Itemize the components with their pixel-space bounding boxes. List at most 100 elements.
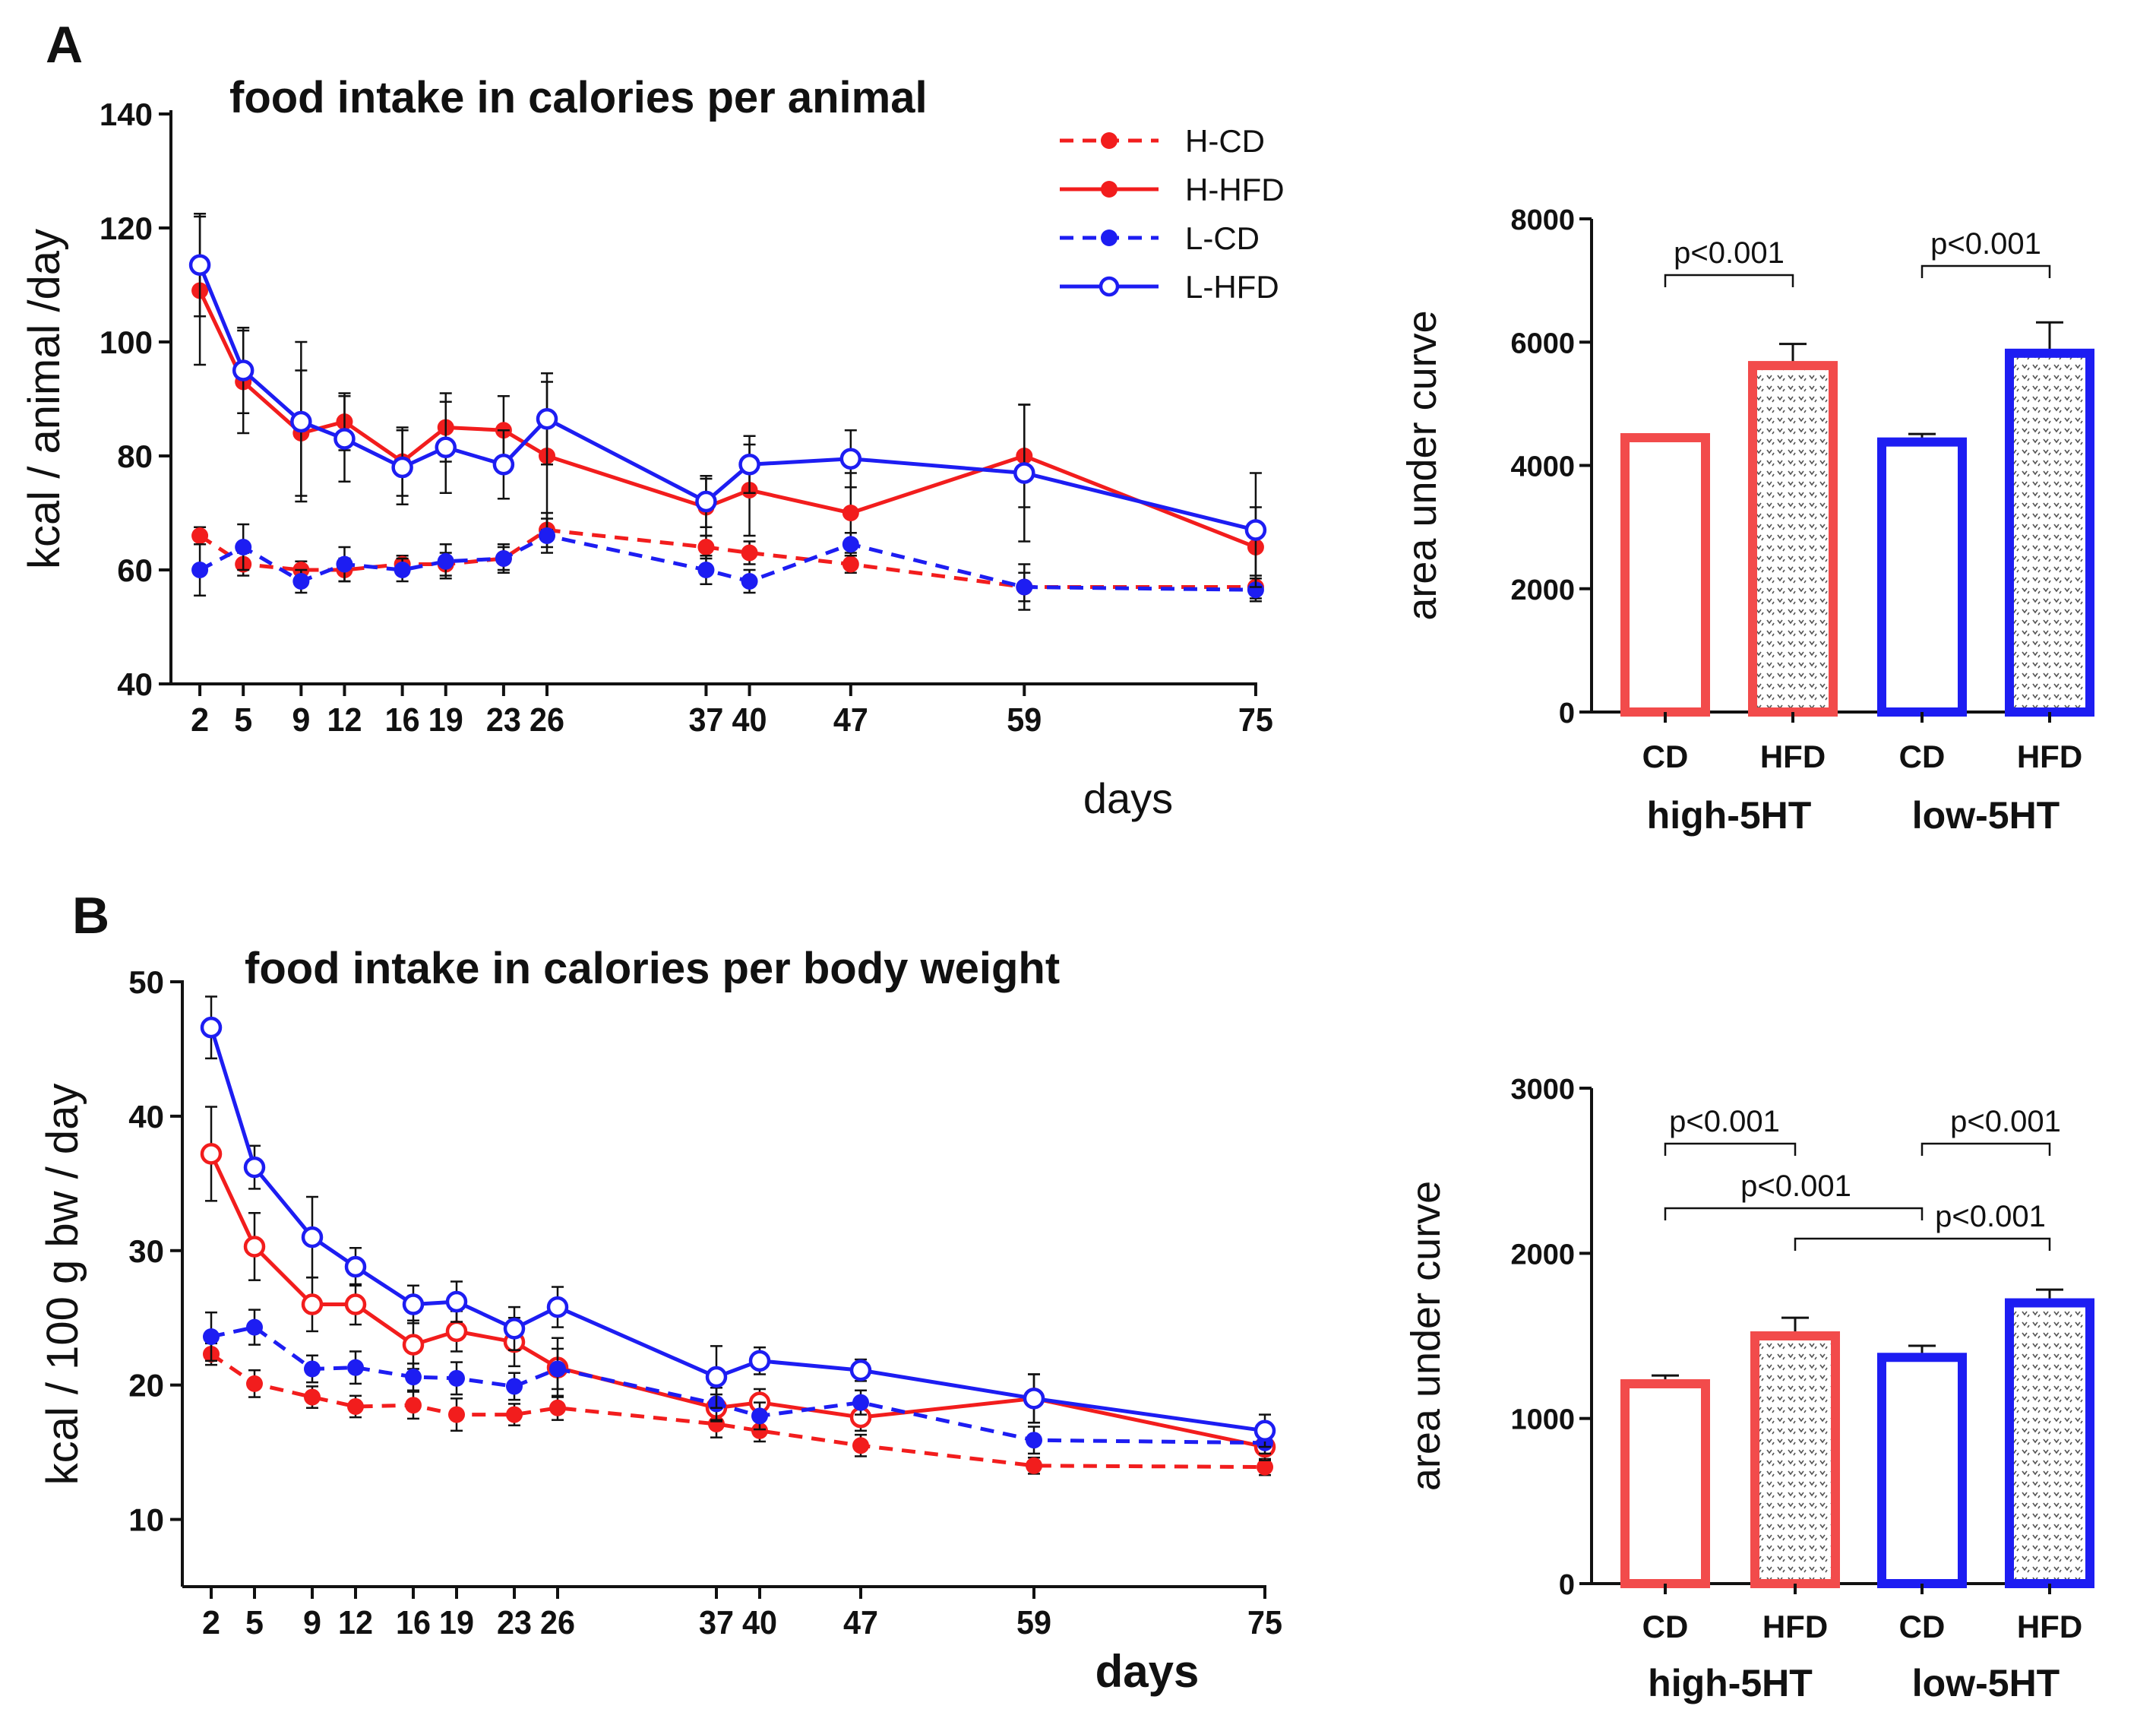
category-label: HFD	[1760, 739, 1826, 774]
x-tick-label: 9	[292, 701, 310, 739]
data-point	[1026, 1457, 1042, 1474]
data-point	[243, 1156, 266, 1179]
data-point	[549, 1399, 566, 1416]
y-tick-label: 0	[1559, 698, 1575, 729]
data-point	[492, 454, 515, 476]
data-point	[751, 1422, 768, 1439]
p-value-label: p<0.001	[1674, 236, 1785, 270]
data-point	[437, 552, 454, 570]
data-point	[301, 1293, 324, 1315]
x-tick-label: 16	[396, 1604, 431, 1641]
y-tick-label: 80	[117, 438, 153, 474]
y-tick-label: 8000	[1510, 204, 1575, 236]
data-point	[705, 1366, 728, 1388]
data-point	[405, 1369, 422, 1386]
significance-bracket	[1920, 1142, 2051, 1156]
data-point	[405, 1397, 422, 1414]
category-label: HFD	[2017, 739, 2082, 774]
x-tick-label: 19	[428, 701, 463, 739]
data-point	[344, 1255, 367, 1278]
data-point	[347, 1397, 364, 1415]
x-tick-label: 37	[699, 1604, 734, 1641]
data-point	[203, 1328, 220, 1345]
data-point	[391, 456, 413, 479]
data-point	[842, 505, 859, 521]
x-tick-label: 47	[833, 701, 868, 739]
x-axis-label: days	[1095, 1646, 1200, 1697]
x-tick-label: 59	[1016, 1604, 1051, 1641]
y-tick-label: 20	[128, 1368, 164, 1404]
legend-label: L-HFD	[1185, 269, 1279, 305]
data-point	[402, 1293, 425, 1315]
data-point	[549, 1360, 566, 1378]
series-l-cd	[191, 517, 1264, 611]
group-label: low-5HT	[1912, 1662, 2060, 1704]
x-tick-label: 23	[486, 701, 521, 739]
data-point	[839, 448, 862, 470]
data-point	[842, 555, 859, 573]
category-label: CD	[1642, 739, 1689, 774]
x-tick-label: 59	[1007, 701, 1042, 739]
y-axis-label: area under curve	[1399, 310, 1445, 620]
x-tick-label: 12	[338, 1604, 373, 1641]
series-l-cd	[203, 1309, 1273, 1455]
y-tick-label: 4000	[1510, 451, 1575, 483]
series-l-hfd	[188, 213, 1267, 588]
y-tick-label: 40	[128, 1099, 164, 1135]
x-tick-label: 40	[732, 701, 767, 739]
p-value-label: p<0.001	[1669, 1105, 1780, 1138]
series-line-h-hfd	[209, 1153, 1266, 1449]
y-tick-label: 10	[128, 1502, 164, 1538]
data-point	[852, 1394, 869, 1411]
significance-bracket	[1920, 264, 2051, 278]
series-line-h-cd	[198, 527, 1256, 589]
x-tick-label: 37	[688, 701, 723, 739]
chart-title: food intake in calories per animal	[229, 73, 928, 122]
series-line-l-hfd	[198, 264, 1257, 532]
y-tick-label: 40	[117, 666, 153, 702]
bar-high-cd	[1620, 1379, 1710, 1588]
group-label: high-5HT	[1647, 794, 1812, 837]
y-tick-label: 6000	[1510, 328, 1575, 359]
data-point	[290, 410, 312, 433]
data-point	[232, 359, 254, 381]
legend-marker	[1101, 181, 1118, 198]
p-value-label: p<0.001	[1740, 1169, 1851, 1203]
bar-low-cd	[1877, 1353, 1967, 1588]
data-point	[200, 1143, 223, 1165]
data-point	[1257, 1458, 1273, 1476]
series-l-hfd	[200, 995, 1276, 1448]
data-point	[304, 1360, 321, 1378]
data-point	[1244, 519, 1267, 541]
category-label: CD	[1899, 1609, 1946, 1644]
category-label: CD	[1642, 1609, 1689, 1644]
y-tick-label: 100	[100, 324, 153, 360]
x-tick-label: 12	[327, 701, 362, 739]
y-tick-label: 50	[128, 964, 164, 1000]
data-point	[697, 539, 715, 555]
chart-title: food intake in calories per body weight	[245, 944, 1060, 993]
data-point	[503, 1318, 526, 1340]
series-line-h-hfd	[198, 290, 1257, 549]
p-value-label: p<0.001	[1935, 1200, 2046, 1233]
category-label: CD	[1899, 739, 1946, 774]
y-tick-label: 3000	[1510, 1074, 1575, 1106]
data-point	[188, 254, 211, 276]
legend-label: L-CD	[1185, 220, 1260, 256]
data-point	[748, 1350, 771, 1372]
data-point	[394, 562, 411, 578]
data-point	[849, 1359, 872, 1381]
x-tick-label: 23	[497, 1604, 532, 1641]
data-point	[445, 1320, 468, 1343]
panel-label-b: B	[72, 887, 109, 945]
legend-label: H-CD	[1185, 123, 1265, 159]
data-point	[243, 1236, 266, 1258]
bar-high-hfd	[1750, 1331, 1840, 1588]
x-tick-label: 16	[385, 701, 420, 739]
data-point	[200, 1016, 223, 1039]
bar-high-hfd	[1748, 361, 1838, 717]
data-point	[842, 536, 859, 553]
legend-label: H-HFD	[1185, 172, 1285, 207]
